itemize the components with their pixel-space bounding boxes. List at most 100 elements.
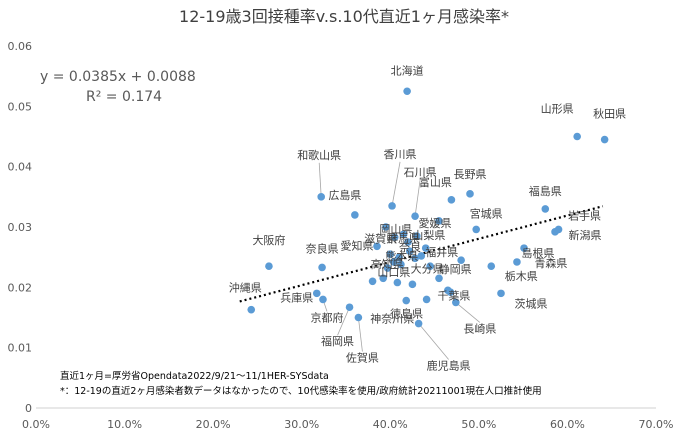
- x-tick-label: 60.0%: [550, 418, 585, 431]
- label-leader-line: [391, 161, 401, 206]
- data-point: [382, 223, 390, 231]
- point-label: 和歌山県: [297, 148, 341, 162]
- data-point: [390, 233, 399, 242]
- y-tick-label: 0.05: [8, 100, 33, 113]
- point-label: 岡山県: [379, 223, 412, 236]
- x-tick-label: 70.0%: [639, 418, 674, 431]
- point-label: 神奈川県: [370, 312, 414, 326]
- data-point: [405, 247, 414, 255]
- data-point: [388, 202, 396, 210]
- label-leader-line: [414, 180, 421, 217]
- point-label: 大阪府: [252, 233, 285, 247]
- data-point: [435, 217, 443, 225]
- data-point: [417, 252, 426, 260]
- x-tick-label: 50.0%: [461, 418, 496, 431]
- y-tick-label: 0.03: [8, 221, 33, 234]
- point-label: 沖縄県: [229, 281, 262, 295]
- point-label: 山梨県: [412, 228, 445, 242]
- label-leader-line: [455, 302, 481, 323]
- data-point: [487, 262, 496, 271]
- data-point: [386, 250, 395, 258]
- point-label: 静岡県: [439, 262, 472, 276]
- point-label: 長野県: [454, 168, 487, 181]
- point-label: 奈良県: [306, 241, 339, 255]
- data-point: [354, 313, 363, 322]
- point-label: 千葉県: [437, 288, 470, 302]
- point-label: 富山県: [419, 175, 452, 189]
- source-note: 直近1ヶ月=厚労省Opendata2022/9/21～11/1HER-SYSda…: [60, 370, 329, 382]
- data-point: [247, 305, 256, 314]
- point-label: 山形県: [541, 103, 574, 116]
- data-point: [318, 263, 326, 272]
- point-label: 広島県: [328, 188, 361, 202]
- y-tick-label: 0.04: [8, 161, 33, 174]
- data-point: [541, 205, 550, 213]
- point-label: 滋賀県: [364, 232, 397, 245]
- data-point: [265, 262, 273, 271]
- point-label: 佐賀県: [346, 351, 379, 365]
- point-label: 香川県: [384, 148, 417, 161]
- label-leader-line: [358, 317, 363, 352]
- point-label: 岩手県: [568, 208, 601, 222]
- point-label: 愛媛県: [419, 216, 452, 230]
- point-label: 青森県: [534, 256, 567, 270]
- chart-title: 12-19歳3回接種率v.s.10代直近1ヶ月感染率*: [179, 7, 509, 26]
- data-point: [466, 190, 474, 198]
- point-label: 京都府: [310, 310, 343, 324]
- label-leader-line: [318, 162, 322, 197]
- data-point: [319, 295, 327, 304]
- point-label: 山口県: [377, 266, 410, 279]
- y-tick-labels: 0 0.01 0.02 0.03 0.04 0.05 0.06: [8, 40, 33, 415]
- y-tick-label: 0: [25, 402, 32, 415]
- data-point: [422, 295, 431, 304]
- data-point: [403, 87, 411, 96]
- x-tick-label: 0.0%: [22, 418, 50, 431]
- y-tick-label: 0.06: [8, 40, 33, 53]
- data-point: [472, 225, 481, 234]
- point-label: 高知県: [371, 257, 404, 271]
- data-point: [397, 260, 405, 269]
- point-label: 福井県: [425, 245, 458, 259]
- point-label: 北海道: [391, 63, 424, 77]
- data-point: [520, 244, 528, 252]
- point-label: 福岡県: [321, 334, 354, 348]
- point-label: 愛知県: [341, 238, 374, 252]
- point-label: 栃木県: [505, 269, 538, 283]
- data-point: [411, 212, 419, 220]
- point-label: 福島県: [529, 184, 562, 198]
- point-label: 熊本県: [385, 249, 418, 263]
- data-point: [447, 196, 456, 204]
- data-point: [600, 135, 609, 144]
- x-tick-label: 20.0%: [196, 418, 231, 431]
- point-label: 新潟県: [569, 228, 602, 242]
- x-tick-label: 40.0%: [373, 418, 408, 431]
- data-point: [408, 280, 417, 289]
- data-point: [368, 277, 377, 286]
- data-point: [513, 258, 521, 266]
- data-point: [390, 258, 398, 266]
- data-point: [446, 288, 455, 296]
- point-label: 秋田県: [593, 107, 626, 121]
- data-point: [402, 296, 411, 305]
- point-label: 奈良: [399, 240, 421, 254]
- data-point: [317, 193, 326, 201]
- data-point: [379, 274, 388, 283]
- data-point: [345, 303, 354, 312]
- data-point: [312, 289, 321, 298]
- data-point: [421, 244, 430, 252]
- data-point: [414, 319, 423, 328]
- data-points: [247, 87, 609, 328]
- point-label: 茨城県: [515, 296, 548, 310]
- footnote: *：12-19の直近2ヶ月感染者数データはなかったので、10代感染率を使用/政府…: [60, 385, 542, 397]
- point-label: 徳島県: [390, 306, 423, 320]
- point-label: 大分県: [411, 261, 444, 275]
- point-label: 宮城県: [470, 206, 503, 220]
- label-leader-line: [418, 323, 449, 360]
- data-point: [351, 211, 359, 219]
- data-point: [551, 228, 559, 236]
- data-point: [573, 132, 581, 141]
- data-point: [435, 274, 443, 283]
- data-point: [395, 253, 403, 261]
